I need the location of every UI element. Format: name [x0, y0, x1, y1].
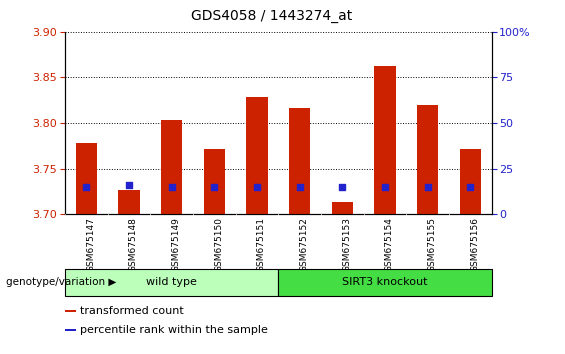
- Text: GSM675152: GSM675152: [299, 217, 308, 272]
- Bar: [203, 149, 225, 214]
- Text: GSM675149: GSM675149: [172, 217, 181, 272]
- FancyBboxPatch shape: [278, 269, 492, 296]
- Text: GSM675148: GSM675148: [129, 217, 138, 272]
- Bar: [65, 329, 76, 331]
- Bar: [65, 309, 76, 312]
- Text: GSM675154: GSM675154: [385, 217, 394, 272]
- Point: [210, 184, 219, 190]
- Text: transformed count: transformed count: [80, 306, 184, 316]
- Point: [295, 184, 304, 190]
- Bar: [161, 120, 182, 214]
- Bar: [332, 202, 353, 214]
- Point: [466, 184, 475, 190]
- Text: GSM675147: GSM675147: [86, 217, 95, 272]
- Text: GSM675155: GSM675155: [428, 217, 437, 272]
- Text: GSM675153: GSM675153: [342, 217, 351, 272]
- FancyBboxPatch shape: [65, 269, 278, 296]
- Bar: [246, 97, 268, 214]
- Text: GSM675156: GSM675156: [470, 217, 479, 272]
- Point: [167, 184, 176, 190]
- Text: GSM675151: GSM675151: [257, 217, 266, 272]
- Point: [338, 184, 347, 190]
- Bar: [76, 143, 97, 214]
- Point: [124, 182, 133, 188]
- Bar: [374, 67, 396, 214]
- Text: GDS4058 / 1443274_at: GDS4058 / 1443274_at: [190, 9, 352, 23]
- Point: [380, 184, 389, 190]
- Bar: [118, 189, 140, 214]
- Text: percentile rank within the sample: percentile rank within the sample: [80, 325, 268, 335]
- Text: GSM675150: GSM675150: [214, 217, 223, 272]
- Point: [423, 184, 432, 190]
- Point: [253, 184, 262, 190]
- Text: genotype/variation ▶: genotype/variation ▶: [6, 277, 116, 287]
- Bar: [289, 108, 310, 214]
- Bar: [459, 149, 481, 214]
- Point: [82, 184, 91, 190]
- Text: SIRT3 knockout: SIRT3 knockout: [342, 277, 428, 287]
- Bar: [417, 105, 438, 214]
- Text: wild type: wild type: [146, 277, 197, 287]
